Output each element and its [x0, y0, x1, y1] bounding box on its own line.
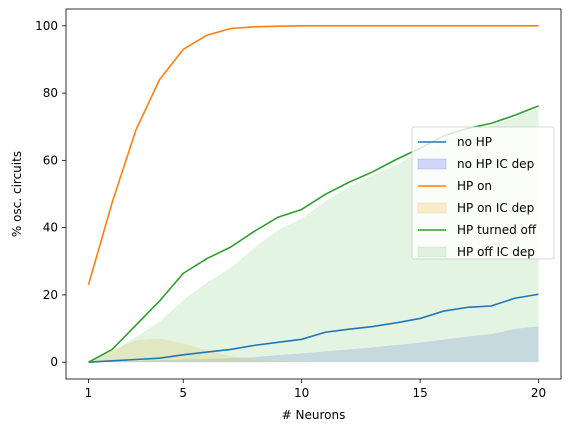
legend-label-no-hp: no HP	[457, 135, 492, 149]
x-tick-label: 10	[294, 386, 309, 400]
x-axis: 1 5 10 15 20	[85, 379, 546, 400]
y-tick-label: 80	[43, 86, 58, 100]
legend-label-hp-off-ic-dep: HP off IC dep	[457, 245, 535, 259]
y-tick-label: 20	[43, 288, 58, 302]
legend: no HP no HP IC dep HP on HP on IC dep HP tur…	[411, 126, 555, 260]
line-no-hp	[88, 293, 539, 363]
legend-swatch-hp-off-ic-dep	[417, 246, 447, 258]
legend-label-hp-turned-off: HP turned off	[457, 223, 537, 237]
x-tick-label: 1	[85, 386, 93, 400]
legend-label-no-hp-ic-dep: no HP IC dep	[457, 157, 534, 171]
y-tick-label: 0	[50, 355, 58, 369]
x-tick-label: 20	[531, 386, 546, 400]
legend-frame	[411, 126, 555, 260]
y-axis: 0 20 40 60 80 100	[35, 19, 66, 369]
legend-label-hp-on-ic-dep: HP on IC dep	[457, 201, 534, 215]
legend-swatch-hp-on-ic-dep	[417, 202, 447, 214]
x-tick-label: 15	[412, 386, 427, 400]
area-hp-on-ic-dep	[88, 338, 539, 363]
legend-label-hp-on: HP on	[457, 179, 492, 193]
area-no-hp-ic-dep	[88, 326, 539, 363]
legend-swatch-no-hp-ic-dep	[417, 158, 447, 170]
y-tick-label: 40	[43, 221, 58, 235]
x-axis-label: # Neurons	[282, 408, 346, 422]
line-hp-on	[87, 25, 539, 286]
x-tick-label: 5	[179, 386, 187, 400]
y-tick-label: 60	[43, 153, 58, 167]
y-tick-label: 100	[35, 19, 58, 33]
y-axis-label: % osc. circuits	[10, 151, 24, 237]
plot-frame	[65, 8, 562, 380]
